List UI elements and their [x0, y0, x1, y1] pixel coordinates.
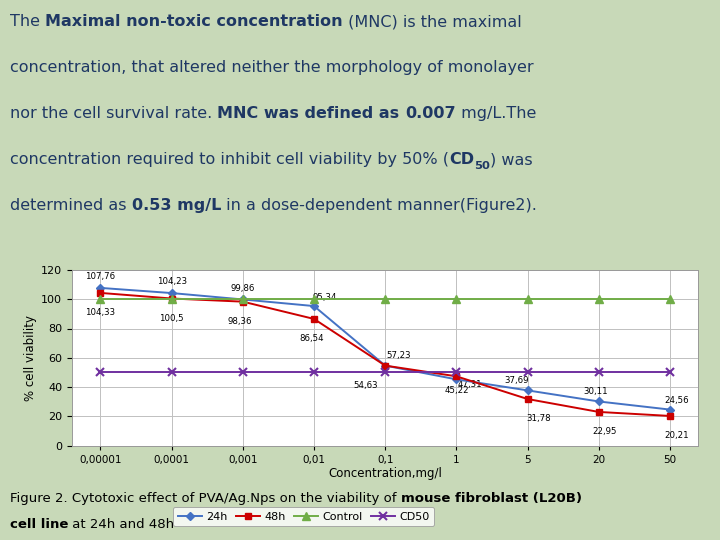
Text: 24,56: 24,56: [665, 396, 689, 406]
Text: 50: 50: [474, 161, 490, 171]
CD50: [238, 369, 247, 376]
24h: [381, 362, 390, 369]
Text: 57,23: 57,23: [387, 351, 411, 360]
CD50: [523, 369, 532, 376]
Text: CD: CD: [449, 152, 474, 167]
Text: 0.53 mg/L: 0.53 mg/L: [132, 198, 221, 213]
Text: 20,21: 20,21: [665, 431, 689, 440]
X-axis label: Concentration,mg/l: Concentration,mg/l: [328, 467, 442, 480]
48h: [96, 289, 105, 296]
24h: [238, 296, 247, 303]
Control: [381, 296, 390, 302]
Control: [238, 296, 247, 302]
24h: [310, 303, 318, 309]
48h: [665, 413, 674, 419]
Text: determined as: determined as: [10, 198, 132, 213]
24h: [452, 376, 461, 383]
Text: 0.007: 0.007: [405, 106, 456, 121]
24h: [595, 398, 603, 404]
CD50: [452, 369, 461, 376]
Legend: 24h, 48h, Control, CD50: 24h, 48h, Control, CD50: [174, 507, 434, 526]
Y-axis label: % cell viability: % cell viability: [24, 315, 37, 401]
Text: mg/L.The: mg/L.The: [456, 106, 536, 121]
Text: concentration required to inhibit cell viability by 50% (: concentration required to inhibit cell v…: [10, 152, 449, 167]
Text: 104,33: 104,33: [86, 308, 115, 317]
Control: [523, 296, 532, 302]
Text: Maximal non-toxic concentration: Maximal non-toxic concentration: [45, 14, 343, 29]
48h: [452, 373, 461, 380]
Text: Figure 2. Cytotoxic effect of PVA/Ag.Nps on the viability of: Figure 2. Cytotoxic effect of PVA/Ag.Nps…: [10, 492, 401, 505]
Text: 30,11: 30,11: [584, 387, 608, 396]
Text: in a dose-dependent manner(Figure2).: in a dose-dependent manner(Figure2).: [221, 198, 537, 213]
CD50: [665, 369, 674, 376]
Text: 47,31: 47,31: [458, 381, 482, 389]
CD50: [167, 369, 176, 376]
CD50: [96, 369, 105, 376]
Text: 54,63: 54,63: [354, 381, 378, 390]
48h: [523, 396, 532, 402]
Text: 22,95: 22,95: [592, 427, 616, 436]
Text: concentration, that altered neither the morphology of monolayer: concentration, that altered neither the …: [10, 60, 534, 75]
Text: MNC was defined as: MNC was defined as: [217, 106, 405, 121]
Text: 104,23: 104,23: [156, 277, 186, 286]
Text: 45,22: 45,22: [444, 386, 469, 395]
Text: ) was: ) was: [490, 152, 533, 167]
Text: cell line: cell line: [10, 517, 68, 531]
48h: [310, 316, 318, 322]
CD50: [381, 369, 390, 376]
24h: [523, 387, 532, 394]
Text: at 24h and 48h: at 24h and 48h: [68, 517, 174, 531]
Text: 95,34: 95,34: [313, 293, 338, 302]
Control: [665, 296, 674, 302]
Control: [595, 296, 603, 302]
48h: [595, 409, 603, 415]
Line: 24h: 24h: [97, 285, 673, 413]
24h: [167, 290, 176, 296]
Text: mouse fibroblast (L20B): mouse fibroblast (L20B): [401, 492, 582, 505]
24h: [96, 285, 105, 291]
Text: 98,36: 98,36: [228, 317, 252, 326]
24h: [665, 406, 674, 413]
Text: (MNC) is the maximal: (MNC) is the maximal: [343, 14, 521, 29]
Text: 99,86: 99,86: [230, 284, 255, 293]
48h: [381, 362, 390, 369]
Text: nor the cell survival rate.: nor the cell survival rate.: [10, 106, 217, 121]
48h: [167, 295, 176, 302]
Control: [96, 296, 105, 302]
Line: 48h: 48h: [97, 290, 673, 419]
Control: [167, 296, 176, 302]
Text: 107,76: 107,76: [86, 272, 115, 281]
48h: [238, 299, 247, 305]
Text: 31,78: 31,78: [526, 414, 551, 423]
Line: Control: Control: [96, 295, 674, 303]
Control: [452, 296, 461, 302]
Control: [310, 296, 318, 302]
Text: The: The: [10, 14, 45, 29]
Line: CD50: CD50: [96, 368, 674, 376]
Text: 86,54: 86,54: [299, 334, 323, 343]
Text: 100,5: 100,5: [159, 314, 184, 323]
CD50: [310, 369, 318, 376]
Text: 37,69: 37,69: [504, 376, 528, 385]
CD50: [595, 369, 603, 376]
